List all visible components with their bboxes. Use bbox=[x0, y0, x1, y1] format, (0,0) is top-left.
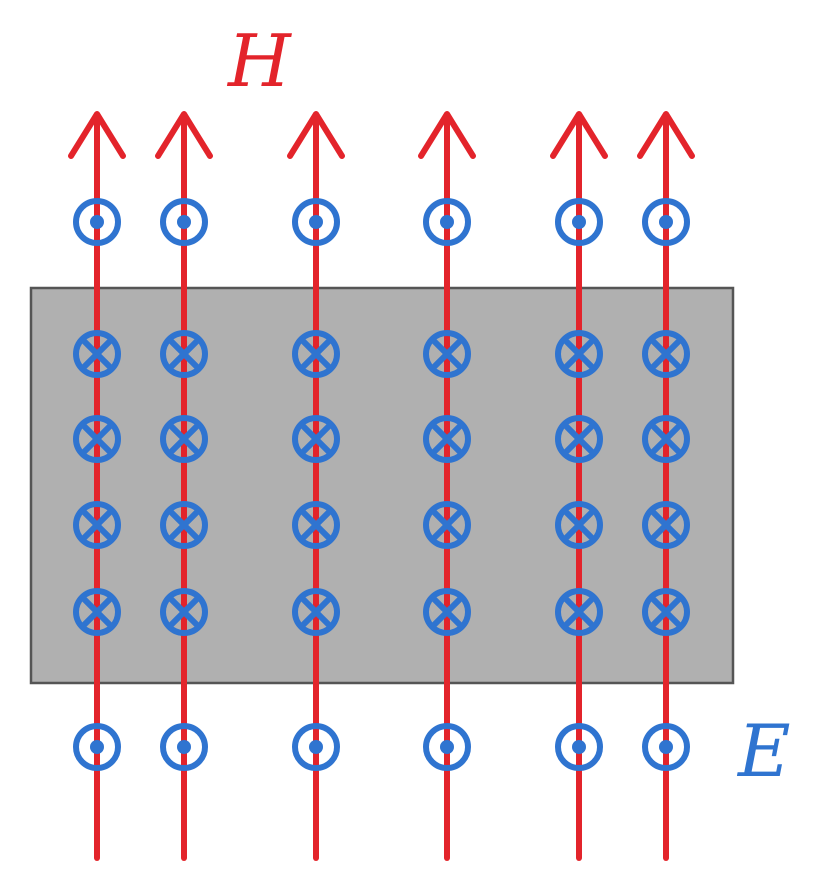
cross-in-circle-icon bbox=[555, 501, 603, 549]
dot-in-circle-icon bbox=[423, 198, 471, 246]
cross-in-circle-icon bbox=[642, 415, 690, 463]
dot-in-circle-icon bbox=[292, 198, 340, 246]
dot-in-circle-icon bbox=[160, 198, 208, 246]
dot-in-circle-icon bbox=[642, 198, 690, 246]
dot-in-circle-icon bbox=[555, 723, 603, 771]
cross-in-circle-icon bbox=[642, 501, 690, 549]
up-arrow-icon bbox=[68, 111, 126, 159]
dot-in-circle-icon bbox=[73, 198, 121, 246]
cross-in-circle-icon bbox=[292, 588, 340, 636]
up-arrow-icon bbox=[637, 111, 695, 159]
e-field-symbols bbox=[73, 198, 690, 771]
h-field-line bbox=[637, 111, 695, 861]
cross-in-circle-icon bbox=[73, 415, 121, 463]
h-field-label: H bbox=[226, 19, 292, 103]
dot-in-circle-icon bbox=[73, 723, 121, 771]
up-arrow-icon bbox=[155, 111, 213, 159]
cross-in-circle-icon bbox=[642, 588, 690, 636]
cross-in-circle-icon bbox=[423, 501, 471, 549]
up-arrow-icon bbox=[550, 111, 608, 159]
cross-in-circle-icon bbox=[642, 330, 690, 378]
h-field-lines bbox=[68, 111, 695, 861]
up-arrow-icon bbox=[418, 111, 476, 159]
dot-in-circle-icon bbox=[555, 198, 603, 246]
material-slab bbox=[29, 286, 735, 685]
dot-in-circle-icon bbox=[292, 723, 340, 771]
dot-in-circle-icon bbox=[423, 723, 471, 771]
h-field-line bbox=[418, 111, 476, 861]
h-field-line bbox=[155, 111, 213, 861]
cross-in-circle-icon bbox=[555, 330, 603, 378]
cross-in-circle-icon bbox=[292, 415, 340, 463]
cross-in-circle-icon bbox=[73, 330, 121, 378]
cross-in-circle-icon bbox=[160, 588, 208, 636]
cross-in-circle-icon bbox=[555, 415, 603, 463]
h-field-line bbox=[550, 111, 608, 861]
cross-in-circle-icon bbox=[292, 501, 340, 549]
e-field-label: E bbox=[736, 709, 791, 793]
cross-in-circle-icon bbox=[160, 415, 208, 463]
cross-in-circle-icon bbox=[160, 330, 208, 378]
cross-in-circle-icon bbox=[423, 330, 471, 378]
cross-in-circle-icon bbox=[555, 588, 603, 636]
cross-in-circle-icon bbox=[423, 588, 471, 636]
dot-in-circle-icon bbox=[160, 723, 208, 771]
up-arrow-icon bbox=[287, 111, 345, 159]
h-field-line bbox=[68, 111, 126, 861]
dot-in-circle-icon bbox=[642, 723, 690, 771]
cross-in-circle-icon bbox=[73, 501, 121, 549]
h-field-line bbox=[287, 111, 345, 861]
cross-in-circle-icon bbox=[73, 588, 121, 636]
cross-in-circle-icon bbox=[423, 415, 471, 463]
cross-in-circle-icon bbox=[160, 501, 208, 549]
cross-in-circle-icon bbox=[292, 330, 340, 378]
